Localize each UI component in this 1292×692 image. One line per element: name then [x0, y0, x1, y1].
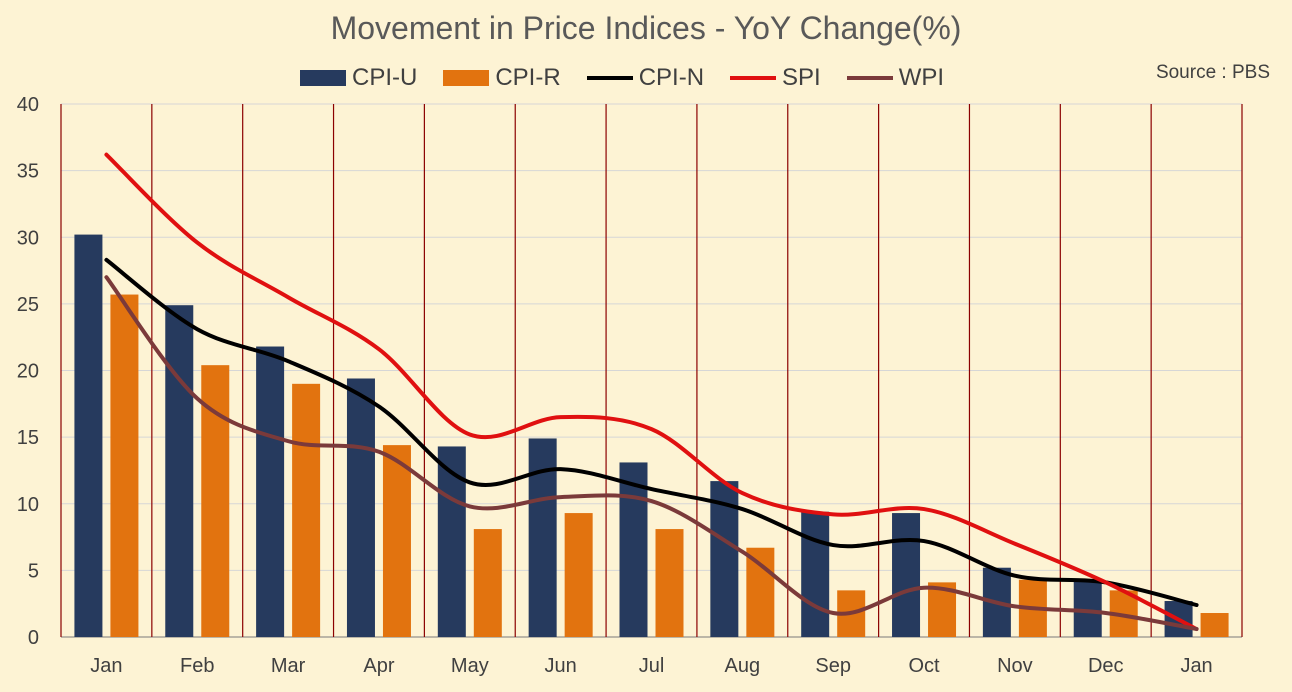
x-tick-label: Aug	[725, 655, 761, 677]
bar-cpi-u	[74, 234, 103, 637]
chart-title: Movement in Price Indices - YoY Change(%…	[330, 10, 962, 46]
bar-cpi-u	[346, 378, 375, 637]
x-tick-label: Sep	[815, 655, 851, 677]
x-tick-label: Dec	[1088, 655, 1124, 677]
x-tick-label: Jul	[639, 655, 665, 677]
legend-item-spi[interactable]: SPI	[730, 64, 821, 92]
line-wpi	[104, 275, 1199, 632]
legend-line-cpi-n	[586, 76, 633, 80]
bar-cpi-r	[292, 383, 321, 637]
legend: CPI-U CPI-R CPI-N SPI WPI	[300, 62, 970, 94]
bar-cpi-u	[619, 462, 648, 637]
y-tick-label: 15	[17, 427, 39, 449]
legend-line-spi	[730, 76, 777, 80]
x-tick-label: May	[451, 655, 489, 677]
legend-label-wpi: WPI	[898, 64, 945, 91]
legend-swatch-cpi-r	[443, 70, 490, 86]
x-tick-label: Mar	[271, 655, 306, 677]
line-cpi-n	[104, 257, 1199, 608]
y-tick-label: 25	[17, 294, 39, 316]
y-tick-label: 0	[28, 627, 39, 649]
source-note: Source : PBS	[1155, 62, 1270, 83]
legend-line-wpi	[846, 76, 893, 80]
bar-cpi-u	[892, 513, 921, 637]
bar-cpi-u	[1073, 579, 1102, 637]
x-tick-label: Jan	[1180, 655, 1212, 677]
x-tick-label: Jun	[545, 655, 577, 677]
x-tick-label: Jan	[90, 655, 122, 677]
legend-label-spi: SPI	[782, 64, 821, 91]
legend-swatch-cpi-u	[300, 70, 346, 86]
legend-item-wpi[interactable]: WPI	[846, 64, 945, 92]
x-tick-label: Oct	[908, 655, 940, 677]
y-tick-label: 5	[28, 560, 39, 582]
legend-item-cpi-n[interactable]: CPI-N	[586, 64, 705, 92]
bar-cpi-r	[1200, 613, 1229, 637]
legend-label-cpi-n: CPI-N	[638, 64, 705, 91]
bar-cpi-u	[437, 446, 466, 637]
x-tick-label: Feb	[180, 655, 214, 677]
y-tick-label: 40	[17, 94, 39, 116]
bar-cpi-r	[655, 529, 684, 637]
legend-item-cpi-r[interactable]: CPI-R	[443, 64, 561, 92]
y-tick-label: 20	[17, 361, 39, 383]
bar-cpi-u	[256, 346, 285, 637]
bar-cpi-r	[473, 529, 502, 637]
legend-item-cpi-u[interactable]: CPI-U	[300, 64, 417, 92]
legend-label-cpi-r: CPI-R	[495, 64, 561, 91]
legend-label-cpi-u: CPI-U	[352, 64, 418, 91]
line-spi	[104, 152, 1199, 632]
x-tick-label: Apr	[363, 655, 394, 677]
y-tick-label: 35	[17, 161, 39, 183]
y-tick-label: 10	[17, 494, 39, 516]
bar-cpi-r	[746, 547, 775, 637]
bar-cpi-r	[110, 294, 139, 637]
x-tick-label: Nov	[997, 655, 1033, 677]
bar-cpi-u	[801, 511, 830, 637]
bar-cpi-r	[564, 513, 593, 637]
y-tick-label: 30	[17, 227, 39, 249]
bar-cpi-r	[382, 445, 411, 637]
bar-cpi-u	[165, 305, 194, 637]
